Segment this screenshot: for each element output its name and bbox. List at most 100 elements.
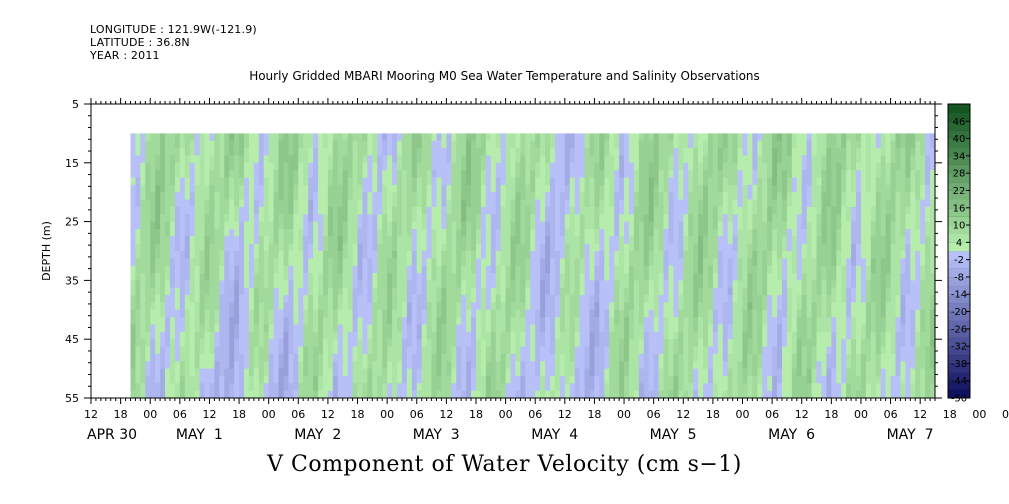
heatmap-cell: [367, 214, 373, 222]
heatmap-cell: [209, 192, 215, 200]
heatmap-cell: [303, 309, 309, 318]
heatmap-cell: [495, 346, 502, 355]
heatmap-cell: [214, 317, 220, 325]
heatmap-cell: [179, 273, 186, 281]
heatmap-cell: [796, 258, 803, 267]
heatmap-cell: [801, 295, 808, 303]
heatmap-cell: [397, 302, 403, 311]
heatmap-cell: [747, 317, 753, 325]
heatmap-cell: [313, 280, 319, 289]
heatmap-cell: [510, 331, 516, 340]
heatmap-cell: [352, 265, 358, 274]
heatmap-cell: [337, 331, 344, 340]
heatmap-cell: [160, 206, 166, 215]
heatmap-cell: [273, 346, 279, 355]
heatmap-cell: [737, 170, 743, 178]
heatmap-cell: [337, 184, 344, 193]
heatmap-cell: [737, 361, 743, 369]
heatmap-cell: [737, 228, 743, 237]
heatmap-cell: [169, 361, 176, 369]
heatmap-cell: [599, 346, 605, 355]
heatmap-cell: [392, 221, 398, 230]
heatmap-cell: [485, 331, 492, 340]
heatmap-cell: [214, 375, 220, 384]
heatmap-cell: [209, 133, 215, 142]
heatmap-cell: [530, 295, 536, 303]
heatmap-cell: [416, 251, 423, 259]
heatmap-cell: [214, 280, 220, 289]
heatmap-cell: [150, 368, 156, 377]
heatmap-cell: [471, 265, 477, 274]
heatmap-cell: [737, 133, 743, 142]
heatmap-cell: [609, 383, 615, 392]
heatmap-cell: [683, 177, 689, 186]
heatmap-cell: [268, 155, 275, 164]
heatmap-cell: [416, 133, 423, 142]
heatmap-cell: [624, 251, 630, 259]
heatmap-cell: [155, 265, 161, 274]
heatmap-cell: [244, 148, 250, 156]
heatmap-cell: [786, 331, 793, 340]
heatmap-cell: [288, 221, 294, 230]
heatmap-cell: [155, 199, 161, 208]
heatmap-cell: [633, 251, 640, 259]
heatmap-cell: [510, 206, 516, 215]
heatmap-cell: [569, 170, 576, 178]
heatmap-cell: [248, 383, 255, 392]
heatmap-cell: [604, 133, 610, 142]
heatmap-cell: [130, 258, 136, 267]
heatmap-cell: [742, 221, 748, 230]
heatmap-cell: [169, 273, 176, 281]
heatmap-cell: [184, 317, 191, 325]
heatmap-cell: [387, 339, 393, 347]
heatmap-cell: [781, 324, 788, 333]
heatmap-cell: [550, 199, 556, 208]
heatmap-cell: [505, 140, 511, 149]
heatmap-cell: [155, 236, 161, 245]
heatmap-cell: [574, 251, 581, 259]
heatmap-cell: [426, 280, 432, 289]
heatmap-cell: [727, 324, 734, 333]
heatmap-cell: [219, 214, 225, 222]
heatmap-cell: [189, 221, 196, 230]
heatmap-cell: [801, 206, 808, 215]
heatmap-cell: [624, 383, 630, 392]
heatmap-cell: [609, 317, 615, 325]
heatmap-cell: [471, 258, 477, 267]
heatmap-cell: [668, 214, 674, 222]
heatmap-cell: [135, 236, 141, 245]
heatmap-cell: [806, 140, 813, 149]
heatmap-cell: [451, 184, 457, 193]
heatmap-cell: [550, 280, 556, 289]
heatmap-cell: [392, 375, 398, 384]
heatmap-cell: [722, 243, 729, 252]
heatmap-cell: [791, 346, 798, 355]
heatmap-cell: [382, 295, 388, 303]
heatmap-cell: [135, 375, 141, 384]
heatmap-cell: [145, 309, 151, 318]
heatmap-cell: [628, 353, 635, 362]
heatmap-cell: [648, 280, 655, 289]
heatmap-cell: [717, 206, 724, 215]
heatmap-cell: [762, 148, 768, 156]
heatmap-cell: [693, 287, 699, 296]
heatmap-cell: [791, 236, 798, 245]
heatmap-cell: [229, 353, 235, 362]
heatmap-cell: [461, 375, 467, 384]
heatmap-cell: [278, 206, 284, 215]
heatmap-cell: [224, 162, 230, 171]
heatmap-cell: [698, 199, 704, 208]
heatmap-cell: [135, 192, 141, 200]
heatmap-cell: [258, 353, 265, 362]
heatmap-cell: [466, 331, 472, 340]
heatmap-cell: [204, 324, 210, 333]
heatmap-cell: [604, 251, 610, 259]
heatmap-cell: [604, 361, 610, 369]
heatmap-cell: [337, 243, 344, 252]
heatmap-cell: [342, 258, 349, 267]
heatmap-cell: [703, 228, 709, 237]
heatmap-cell: [155, 228, 161, 237]
heatmap-cell: [426, 258, 432, 267]
heatmap-cell: [505, 192, 511, 200]
heatmap-cell: [801, 155, 808, 164]
